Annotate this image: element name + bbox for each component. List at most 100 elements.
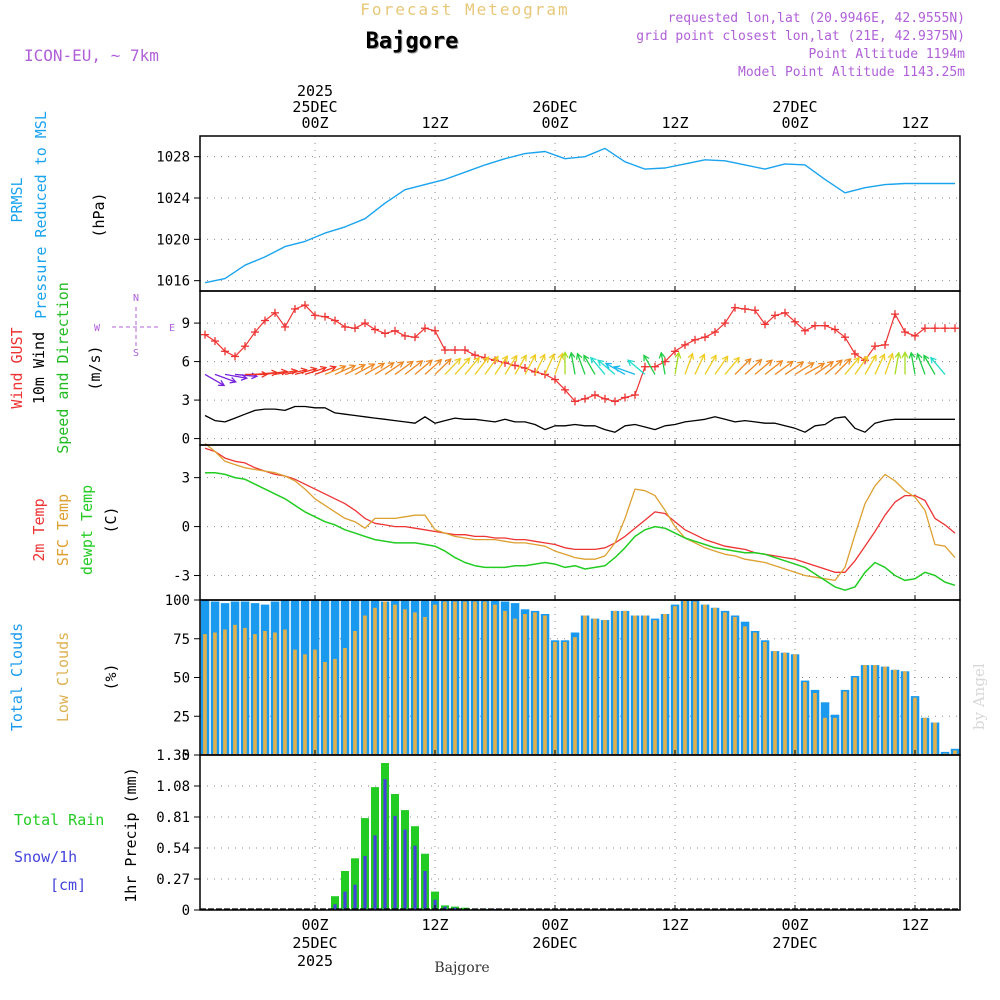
low-clouds-bar xyxy=(563,641,567,755)
ytick-label-temp: -3 xyxy=(173,569,190,585)
wind-direction-arrow xyxy=(804,362,825,375)
wind-direction-arrow xyxy=(364,362,385,375)
panel-frame-temp xyxy=(199,444,961,601)
wind-direction-arrowhead xyxy=(687,352,695,360)
wind-direction-arrow xyxy=(576,353,586,375)
wind-direction-arrow xyxy=(583,355,596,375)
low-clouds-bar xyxy=(613,610,617,755)
low-clouds-bar xyxy=(623,610,627,755)
wind-direction-arrow xyxy=(916,353,926,375)
wind-direction-arrow xyxy=(504,355,518,375)
wind-direction-arrow xyxy=(930,357,946,375)
bottom-time-label: 26DEC xyxy=(532,934,577,952)
wind-direction-arrow xyxy=(484,356,499,375)
model-label: ICON-EU, ~ 7km xyxy=(24,46,159,65)
low-clouds-bar xyxy=(363,615,367,755)
bottom-time-label: 12Z xyxy=(901,916,928,934)
wind-direction-arrowhead xyxy=(454,357,462,365)
snow-bar xyxy=(453,907,457,910)
sfc-temp-line xyxy=(204,442,956,582)
compass-west: W xyxy=(94,323,101,334)
top-time-label: 25DEC xyxy=(292,98,337,116)
wind-direction-arrow xyxy=(354,363,375,375)
low-clouds-bar xyxy=(843,691,847,755)
precip-snow-label: Snow/1h xyxy=(14,848,77,866)
low-clouds-bar xyxy=(503,610,507,755)
low-clouds-bar xyxy=(273,632,277,755)
ytick-label-precip: 0.54 xyxy=(156,841,190,857)
wind-direction-arrowhead xyxy=(557,352,565,360)
bottom-time-label: 12Z xyxy=(661,916,688,934)
wind-direction-arrow xyxy=(494,355,508,375)
snow-bar xyxy=(343,891,347,910)
wind-direction-arrowhead xyxy=(229,376,237,384)
dewpt-line xyxy=(205,471,956,591)
top-time-label: 12Z xyxy=(901,114,928,132)
wind-direction-arrow xyxy=(314,366,336,376)
top-time-label: 27DEC xyxy=(772,98,817,116)
wind-direction-arrow xyxy=(374,362,395,375)
low-clouds-bar xyxy=(893,669,897,756)
wind-direction-arrow xyxy=(614,366,636,376)
wind-direction-arrow xyxy=(910,352,916,375)
wind-direction-arrow xyxy=(404,360,423,375)
ytick-label-pressure: 1020 xyxy=(156,232,190,248)
wind-direction-arrow xyxy=(824,359,843,375)
footer-location: Bajgore xyxy=(434,960,489,976)
wind-direction-arrowhead xyxy=(879,353,886,361)
low-clouds-bar xyxy=(713,607,717,756)
wind-direction-arrowhead xyxy=(658,351,666,359)
ytick-label-clouds: 0 xyxy=(182,748,190,764)
wind-direction-arrowhead xyxy=(378,362,386,369)
wind-direction-arrowhead xyxy=(797,361,805,368)
low-clouds-bar xyxy=(803,682,807,755)
ytick-label-clouds: 100 xyxy=(165,593,190,609)
wind-direction-arrow xyxy=(384,361,404,375)
wind-direction-arrowhead xyxy=(329,365,337,372)
wind-unit-label: (m/s) xyxy=(86,345,104,390)
compass-east: E xyxy=(169,323,175,334)
low-clouds-bar xyxy=(443,601,447,755)
wind-direction-arrowhead xyxy=(721,355,729,363)
wind-direction-arrow xyxy=(234,373,257,377)
t2m-line xyxy=(204,447,956,573)
wind-direction-arrow xyxy=(774,360,794,375)
top-time-label: 12Z xyxy=(421,114,448,132)
low-clouds-bar xyxy=(923,717,927,755)
wind-gust-label: Wind GUST xyxy=(8,327,26,408)
wind-direction-arrow xyxy=(704,355,717,375)
low-clouds-bar xyxy=(823,717,827,755)
prmsl-line xyxy=(204,147,955,284)
wind-direction-arrowhead xyxy=(387,362,395,369)
pressure-label-msl: Pressure Reduced to MSL xyxy=(32,111,50,319)
low-clouds-bar xyxy=(283,629,287,755)
wind-direction-arrow xyxy=(474,356,490,375)
wind-direction-arrowhead xyxy=(861,355,869,363)
wind-direction-arrowhead xyxy=(416,360,424,367)
low-clouds-bar xyxy=(453,601,457,755)
grid-point-lonlat: grid point closest lon,lat (21E, 42.9375… xyxy=(636,29,965,44)
wind-direction-arrow xyxy=(284,369,307,376)
wind-direction-arrowhead xyxy=(218,379,226,387)
snow-bar xyxy=(373,835,377,910)
wind-direction-arrowhead xyxy=(786,360,794,368)
ytick-label-clouds: 25 xyxy=(173,709,190,725)
wind-direction-arrow xyxy=(204,373,225,386)
low-clouds-bar xyxy=(723,612,727,755)
low-clouds-bar xyxy=(583,615,587,755)
clouds-total-label: Total Clouds xyxy=(8,623,26,731)
top-time-label: 00Z xyxy=(781,114,808,132)
low-clouds-bar xyxy=(903,671,907,755)
low-clouds-bar xyxy=(853,677,857,755)
low-clouds-bar xyxy=(603,620,607,755)
wind-direction-arrow xyxy=(864,355,877,375)
wind-direction-arrowhead xyxy=(349,364,357,371)
panel-frame-pressure xyxy=(199,135,961,292)
wind-direction-arrow xyxy=(764,360,783,375)
compass-north: N xyxy=(133,293,139,304)
low-clouds-bar xyxy=(653,620,657,755)
low-clouds-bar xyxy=(783,652,787,755)
low-clouds-bar xyxy=(223,629,227,755)
wind-direction-arrow xyxy=(643,355,656,375)
